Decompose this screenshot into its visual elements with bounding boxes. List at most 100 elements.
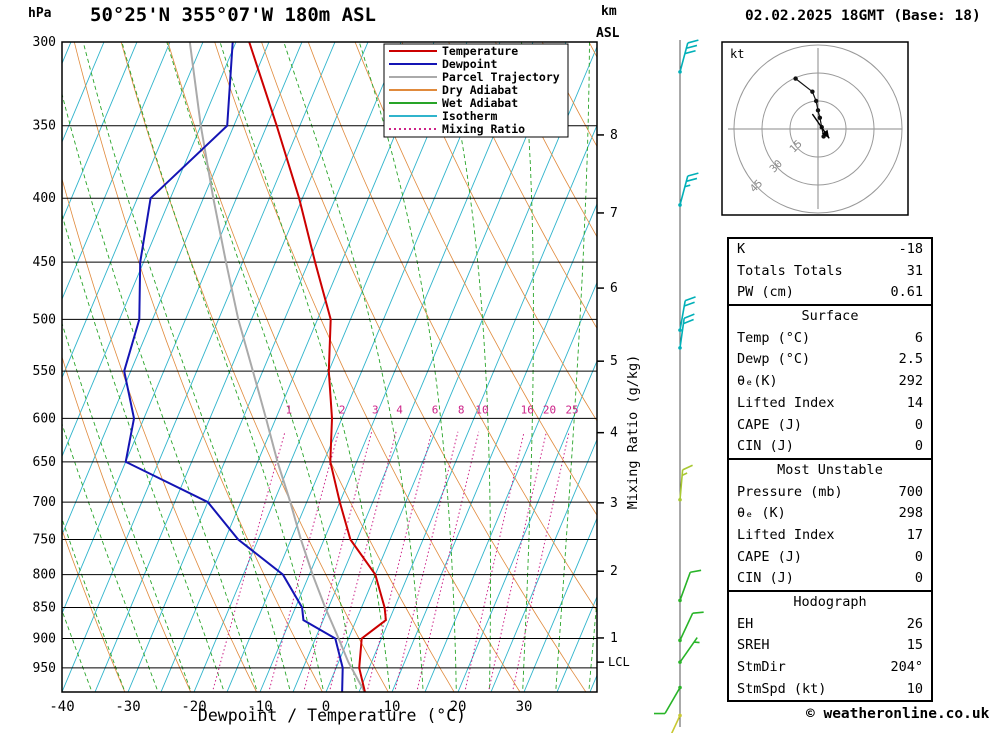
stats-section-surface: Surface Temp (°C) 6 Dewp (°C) 2.5 θₑ(K) 292 Lif… — [729, 304, 931, 458]
series-dewpoint — [123, 42, 344, 692]
stat-label: CIN (J) — [737, 438, 794, 455]
svg-text:6: 6 — [610, 281, 618, 296]
temperature-axis-label: Dewpoint / Temperature (°C) — [197, 706, 467, 725]
legend-label: Wet Adiabat — [442, 96, 518, 110]
stat-value: 700 — [898, 483, 923, 500]
wind-barb — [678, 39, 699, 74]
legend-label: Isotherm — [442, 109, 497, 123]
run-datetime: 02.02.2025 18GMT (Base: 18) — [745, 8, 981, 24]
legend-label: Dewpoint — [442, 57, 497, 71]
stat-value: 31 — [906, 262, 923, 279]
pressure-axis-labels: 300 350 400 450 500 550 600 650 700 750 800 850 900 9… — [33, 35, 56, 676]
svg-text:20: 20 — [543, 403, 556, 416]
stat-value: 17 — [906, 526, 923, 543]
svg-text:-30: -30 — [115, 699, 140, 715]
stat-value: 298 — [898, 505, 923, 522]
wind-barb — [678, 569, 702, 603]
stats-row: Pressure (mb) 700 — [729, 482, 931, 504]
svg-text:5: 5 — [610, 354, 618, 369]
stats-row: PW (cm) 0.61 — [729, 282, 931, 304]
stat-value: 0 — [914, 438, 923, 455]
hodograph-ring — [761, 72, 875, 186]
svg-text:600: 600 — [33, 411, 56, 426]
svg-text:8: 8 — [458, 403, 465, 416]
wind-barb — [670, 713, 682, 733]
hodograph-unit-label: kt — [730, 47, 744, 61]
wet-adiabat-lines — [62, 42, 597, 692]
svg-text:4: 4 — [610, 426, 618, 441]
stat-label: CAPE (J) — [737, 416, 803, 433]
stat-value: 204° — [890, 659, 923, 676]
stat-label: K — [737, 241, 746, 257]
wind-barb — [678, 313, 695, 350]
svg-text:500: 500 — [33, 312, 56, 327]
wind-barb — [678, 464, 693, 502]
stats-section-indices: K -18 Totals Totals 31 PW (cm) 0.61 — [729, 239, 931, 304]
svg-text:6: 6 — [432, 403, 439, 416]
stats-row: SREH 15 — [729, 635, 931, 657]
chart-background — [62, 42, 597, 692]
wind-barb — [678, 172, 699, 207]
stat-label: θₑ (K) — [737, 505, 786, 522]
stats-row: CAPE (J) 0 — [729, 415, 931, 437]
stat-label: EH — [737, 615, 754, 632]
stat-value: 0 — [914, 416, 923, 433]
stats-section-hodograph: Hodograph EH 26 SREH 15 StmDir 204° StmSpd (kt)… — [729, 590, 931, 700]
legend-label: Temperature — [442, 44, 518, 58]
stat-value: 10 — [906, 680, 923, 697]
svg-text:800: 800 — [33, 568, 56, 583]
svg-text:3: 3 — [372, 403, 379, 416]
stats-section-title: Most Unstable — [777, 461, 883, 478]
svg-text:7: 7 — [610, 206, 618, 221]
wind-barb-column — [654, 39, 704, 733]
stat-label: Lifted Index — [737, 394, 835, 411]
lcl-label: LCL — [608, 655, 630, 669]
svg-text:900: 900 — [33, 632, 56, 647]
stat-value: -18 — [898, 241, 923, 257]
svg-text:950: 950 — [33, 661, 56, 676]
stats-row: Totals Totals 31 — [729, 261, 931, 283]
stat-value: 26 — [906, 615, 923, 632]
svg-text:350: 350 — [33, 119, 56, 134]
svg-text:700: 700 — [33, 495, 56, 510]
stats-row: θₑ(K) 292 — [729, 371, 931, 393]
svg-text:300: 300 — [33, 35, 56, 50]
svg-text:450: 450 — [33, 255, 56, 270]
mixing-ratio-axis-label: Mixing Ratio (g/kg) — [625, 354, 641, 510]
stats-row: CIN (J) 0 — [729, 568, 931, 590]
stat-label: StmDir — [737, 659, 786, 676]
stat-label: SREH — [737, 637, 770, 654]
svg-text:0: 0 — [322, 699, 330, 715]
asl-axis-label: ASL — [596, 26, 620, 41]
stats-row: Temp (°C) 6 — [729, 328, 931, 350]
svg-text:850: 850 — [33, 601, 56, 616]
wind-barb — [678, 637, 700, 664]
stat-label: Temp (°C) — [737, 329, 811, 346]
stats-section-title: Hodograph — [793, 594, 867, 610]
series-parcel-trajectory — [188, 42, 366, 692]
stats-panel: K -18 Totals Totals 31 PW (cm) 0.61 Surface Tem… — [727, 237, 933, 703]
svg-text:3: 3 — [610, 496, 618, 511]
svg-text:20: 20 — [450, 699, 467, 715]
svg-text:10: 10 — [475, 403, 488, 416]
stats-row: StmDir 204° — [729, 657, 931, 679]
stat-value: 15 — [906, 637, 923, 654]
stat-label: PW (cm) — [737, 284, 794, 301]
stat-value: 0 — [914, 570, 923, 587]
stat-value: 2.5 — [898, 351, 923, 368]
svg-text:-20: -20 — [181, 699, 206, 715]
svg-text:1: 1 — [285, 403, 292, 416]
stats-row: K -18 — [729, 239, 931, 261]
svg-text:400: 400 — [33, 191, 56, 206]
stat-label: Dewp (°C) — [737, 351, 811, 368]
svg-text:4: 4 — [396, 403, 403, 416]
mixing-ratio-lines — [211, 431, 570, 692]
stats-section-title: Surface — [801, 308, 859, 325]
hodograph-ring — [733, 44, 903, 214]
stat-value: 292 — [898, 373, 923, 390]
svg-text:650: 650 — [33, 455, 56, 470]
legend-label: Parcel Trajectory — [442, 70, 560, 84]
